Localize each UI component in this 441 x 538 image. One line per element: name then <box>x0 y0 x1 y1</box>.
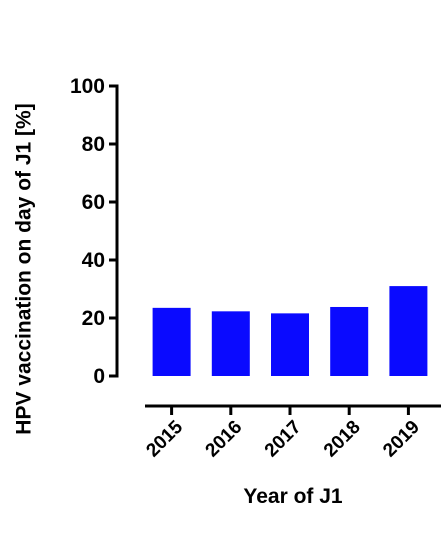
bar-2018 <box>330 306 369 376</box>
y-axis-title: HPV vaccination on day of J1 [%] <box>13 103 36 435</box>
y-axis-title-wrap: HPV vaccination on day of J1 [%] <box>8 0 42 538</box>
x-tick-label: 2016 <box>202 417 247 462</box>
x-tick-label: 2015 <box>142 416 187 461</box>
x-axis-title: Year of J1 <box>243 485 343 508</box>
bars <box>152 286 428 376</box>
y-axis: 0 20 40 60 80 100 <box>70 75 119 388</box>
y-tick-label: 40 <box>82 249 105 272</box>
y-tick-label: 80 <box>82 133 105 156</box>
y-tick-label: 60 <box>82 191 105 214</box>
x-tick-label: 2018 <box>320 417 365 462</box>
bar-2017 <box>271 313 309 376</box>
x-tick-label: 2017 <box>261 417 306 462</box>
y-tick-label: 0 <box>93 365 105 388</box>
bar-2019 <box>389 286 428 376</box>
x-axis: 2015 2016 2017 2018 2019 <box>142 404 441 462</box>
x-tick-label: 2019 <box>379 417 424 462</box>
y-tick-label: 100 <box>70 75 105 98</box>
bar-2016 <box>211 311 250 376</box>
y-tick-label: 20 <box>82 307 105 330</box>
bar-2015 <box>152 307 191 376</box>
